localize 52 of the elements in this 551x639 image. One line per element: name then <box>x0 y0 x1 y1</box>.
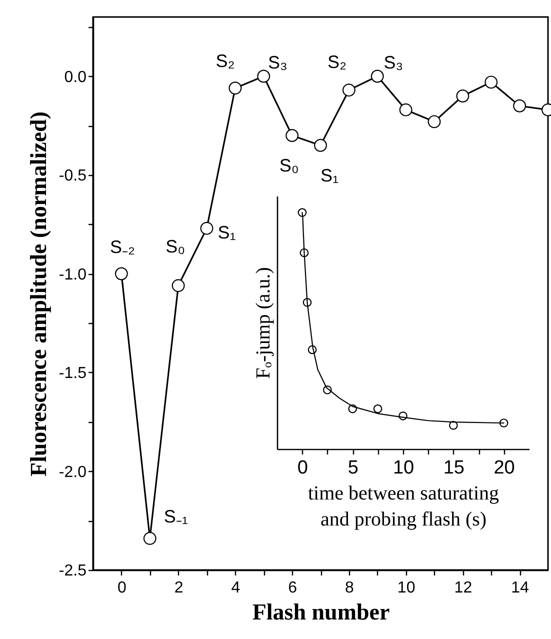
annotation: S₋₁ <box>164 506 188 526</box>
y-tick-label: -1.5 <box>58 365 87 382</box>
x-tick-label: 14 <box>511 580 530 596</box>
annotation: S₋₂ <box>110 236 135 257</box>
x-tick-label: 0 <box>297 458 308 478</box>
point <box>200 222 214 235</box>
point <box>286 129 299 142</box>
point <box>172 279 185 292</box>
point <box>314 138 327 152</box>
point <box>373 404 382 414</box>
point <box>228 82 242 95</box>
point <box>342 84 356 97</box>
x-tick-label: 6 <box>288 580 298 596</box>
point <box>143 532 156 545</box>
y-tick-label: 0.0 <box>64 68 87 86</box>
x-tick-label: 15 <box>443 458 464 478</box>
x-axis-title: Flash number <box>252 600 390 624</box>
y-tick-label: -2.5 <box>58 562 87 580</box>
annotation: S₂ <box>327 52 346 72</box>
point <box>448 420 458 430</box>
x-tick-label: 8 <box>344 580 354 596</box>
y-axis-title: Fluorescence amplitude (normalized) <box>26 112 51 476</box>
point <box>114 267 128 280</box>
point <box>499 418 508 428</box>
annotation: S₃ <box>268 52 288 72</box>
x-tick-label: 10 <box>392 458 414 478</box>
annotation: S₀ <box>166 236 186 257</box>
annotation: S₀ <box>279 156 299 176</box>
y-tick-label: -2.0 <box>58 464 87 481</box>
annotation: S₁ <box>320 165 339 186</box>
x-axis-title: time between saturating and probing flash (s) <box>308 482 500 530</box>
annotation: S₁ <box>218 222 236 242</box>
point <box>298 208 307 217</box>
point <box>456 90 470 102</box>
point <box>428 115 441 128</box>
point <box>399 103 412 116</box>
x-tick-label: 20 <box>494 458 515 478</box>
x-tick-label: 5 <box>348 458 358 478</box>
point <box>257 70 270 83</box>
x-tick-label: 0 <box>117 580 126 596</box>
point <box>370 70 384 83</box>
x-tick-label: 10 <box>397 580 416 596</box>
y-axis-title: Fₒ-jump (a.u.) <box>252 267 274 379</box>
point <box>484 76 498 89</box>
x-tick-label: 12 <box>454 580 472 596</box>
x-tick-label: 4 <box>231 580 240 596</box>
point <box>513 99 526 112</box>
x-tick-label: 2 <box>174 580 184 596</box>
y-tick-label: -1.0 <box>58 266 87 284</box>
y-tick-label: -0.5 <box>58 168 87 184</box>
annotation: S₃ <box>384 52 404 72</box>
annotation: S₂ <box>216 51 235 72</box>
